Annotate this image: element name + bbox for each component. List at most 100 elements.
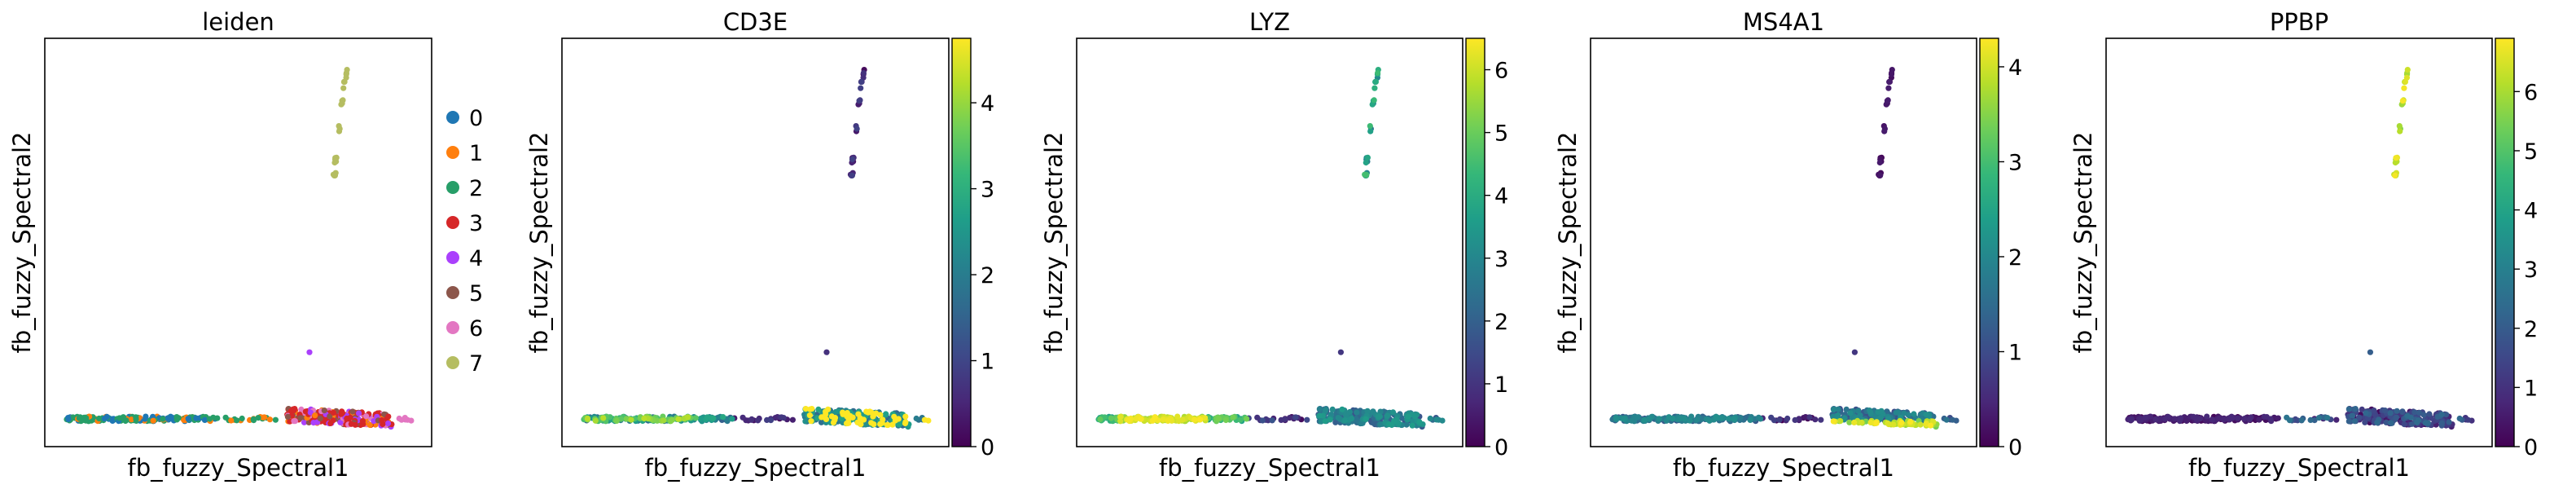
point: [1898, 419, 1905, 426]
point: [1758, 416, 1764, 422]
point: [2443, 412, 2450, 418]
point: [206, 416, 213, 422]
point: [312, 412, 318, 419]
point: [336, 126, 343, 132]
point: [1694, 416, 1701, 423]
point: [1713, 414, 1719, 421]
axes-frame: [561, 37, 950, 447]
point: [802, 418, 809, 425]
legend: 0 1 2 3 4 5 6 7: [446, 106, 483, 377]
point: [1613, 415, 1619, 421]
point: [201, 416, 208, 423]
point: [1376, 414, 1382, 421]
point: [685, 414, 691, 421]
point: [1646, 416, 1652, 422]
point: [214, 415, 221, 421]
point: [379, 416, 385, 424]
legend-label: 4: [469, 246, 483, 271]
panel-title: PPBP: [2270, 8, 2328, 36]
point: [1851, 419, 1858, 426]
point: [2190, 413, 2196, 420]
point: [1731, 416, 1738, 422]
point: [877, 421, 884, 428]
point: [1304, 416, 1310, 423]
point: [307, 409, 314, 416]
point: [1818, 416, 1824, 423]
point: [2204, 413, 2210, 420]
point: [2416, 409, 2423, 416]
point: [1152, 414, 1158, 421]
point: [1634, 414, 1640, 421]
point: [858, 79, 865, 86]
point: [2399, 408, 2406, 415]
point: [2234, 415, 2241, 421]
point: [266, 416, 273, 423]
legend-label: 7: [469, 351, 483, 377]
point: [1327, 416, 1333, 423]
point: [1363, 416, 1369, 422]
legend-label: 3: [469, 211, 483, 236]
colorbar-tick-label: 1: [2524, 376, 2538, 401]
panel-title: leiden: [202, 8, 274, 36]
legend-marker: [446, 146, 459, 159]
point: [1329, 406, 1336, 412]
colorbar-tick-label: 3: [2524, 258, 2538, 283]
point: [854, 126, 860, 132]
point: [1628, 417, 1635, 424]
point: [807, 406, 814, 412]
point: [1197, 416, 1204, 423]
point: [1867, 409, 1874, 416]
colorbar-tick-label: 0: [2524, 435, 2538, 460]
point: [343, 71, 349, 77]
point: [748, 416, 755, 423]
point: [1835, 406, 1841, 412]
point: [327, 413, 333, 420]
point: [2209, 416, 2215, 423]
point: [356, 410, 362, 416]
point: [902, 413, 909, 420]
point: [2153, 416, 2159, 422]
point: [2392, 159, 2398, 166]
point: [1269, 417, 1275, 424]
point: [1405, 413, 1411, 420]
point: [2246, 416, 2253, 423]
point: [1718, 415, 1724, 421]
point: [1191, 416, 1198, 423]
point: [1332, 419, 1339, 425]
point: [1747, 416, 1753, 423]
point: [600, 415, 607, 421]
point: [250, 416, 257, 422]
point: [858, 421, 864, 428]
panel-cd3e: CD3E fb_fuzzy_Spectral1 fb_fuzzy_Spectral2…: [525, 8, 994, 482]
point: [1412, 413, 1419, 420]
point: [385, 413, 392, 420]
point: [1126, 416, 1132, 424]
point: [739, 414, 746, 421]
point: [133, 416, 139, 422]
point: [857, 415, 863, 421]
point: [1282, 416, 1288, 422]
point: [860, 70, 867, 77]
y-axis-label: fb_fuzzy_Spectral2: [1554, 132, 1582, 354]
point: [341, 79, 348, 86]
point: [2387, 410, 2394, 416]
point: [1768, 414, 1775, 421]
point: [2267, 416, 2274, 422]
point: [1335, 414, 1341, 421]
colorbar-tick-label: 3: [2008, 150, 2022, 175]
point: [239, 415, 245, 422]
point: [1322, 418, 1328, 425]
point: [669, 416, 675, 423]
point: [2183, 417, 2190, 425]
point: [143, 413, 149, 420]
point: [2404, 67, 2411, 73]
point: [1342, 416, 1349, 424]
colorbar-gradient: [2495, 37, 2515, 447]
legend-marker: [446, 216, 459, 229]
point: [1346, 408, 1353, 416]
point: [2142, 414, 2148, 421]
point: [2127, 416, 2134, 423]
point: [1395, 420, 1402, 426]
point: [1835, 412, 1841, 419]
point: [856, 98, 862, 104]
